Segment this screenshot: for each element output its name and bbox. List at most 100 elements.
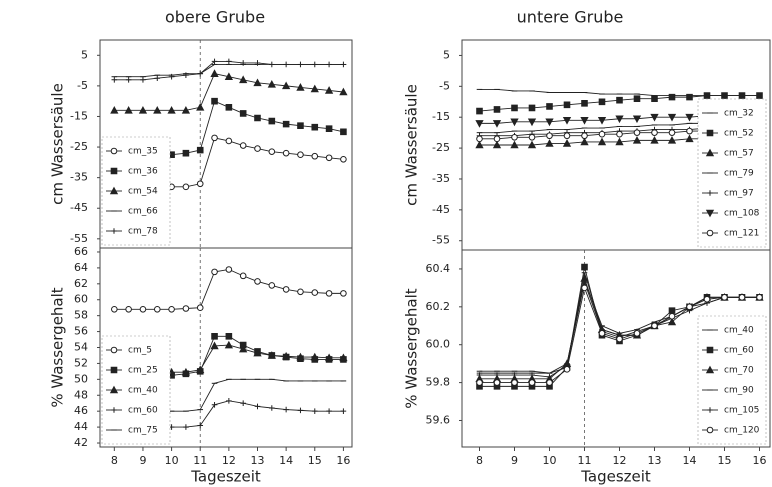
data-point — [340, 408, 347, 414]
data-point — [562, 139, 572, 147]
y-tick-label: -5 — [77, 79, 88, 92]
data-point — [616, 130, 623, 138]
data-point — [211, 268, 218, 276]
y-axis-label: % Wassergehalt — [403, 288, 421, 408]
series-line — [479, 122, 707, 134]
data-point — [756, 294, 763, 301]
data-point — [340, 128, 347, 136]
x-tick-label: 13 — [251, 454, 265, 467]
y-tick-label: 59.6 — [426, 413, 451, 426]
plot-frame — [461, 249, 771, 448]
data-point — [492, 140, 502, 149]
data-point — [529, 372, 535, 378]
data-point — [311, 123, 319, 131]
data-point — [240, 60, 246, 66]
data-point — [297, 288, 304, 296]
data-point — [239, 75, 248, 84]
data-point — [211, 134, 218, 142]
data-point — [225, 137, 233, 145]
data-point — [254, 60, 261, 66]
legend-box — [101, 136, 171, 246]
legend-label: cm_40 — [128, 386, 158, 396]
legend-marker — [110, 366, 118, 374]
data-point — [283, 406, 289, 413]
data-point — [475, 140, 484, 149]
data-point — [527, 118, 537, 127]
y-tick-label: 62 — [74, 277, 88, 290]
y-tick-label: 60.4 — [426, 262, 451, 275]
data-point — [324, 86, 334, 94]
data-point — [651, 322, 658, 329]
data-point — [310, 352, 319, 361]
y-tick-label: 46 — [74, 404, 88, 417]
legend-label: cm_121 — [724, 229, 759, 239]
data-point — [210, 69, 219, 77]
legend-label: cm_70 — [724, 366, 754, 376]
data-point — [139, 306, 147, 313]
data-point — [528, 104, 536, 112]
data-point — [211, 58, 218, 65]
x-axis-label: Tageszeit — [580, 468, 651, 486]
data-point — [563, 366, 571, 373]
legend-marker — [110, 346, 118, 354]
data-point — [325, 125, 333, 133]
data-point — [282, 120, 290, 128]
data-point — [581, 132, 588, 139]
data-point — [253, 348, 262, 357]
legend-label: cm_40 — [724, 326, 754, 336]
x-tick-label: 11 — [578, 454, 592, 467]
data-point — [598, 330, 606, 337]
data-point — [224, 72, 234, 81]
x-tick-label: 10 — [165, 454, 179, 467]
x-tick-label: 13 — [648, 454, 662, 467]
legend-label: cm_35 — [128, 147, 158, 157]
legend-label: cm_66 — [128, 207, 158, 217]
data-point — [721, 294, 728, 301]
data-point — [311, 408, 318, 414]
data-point — [325, 154, 333, 161]
data-point — [196, 180, 204, 187]
legend-marker — [705, 365, 715, 374]
legend-marker — [109, 385, 119, 394]
data-point — [297, 122, 304, 129]
y-tick-label: 58 — [74, 309, 88, 322]
y-tick-label: 44 — [74, 420, 88, 433]
data-point — [281, 81, 291, 90]
data-point — [138, 106, 148, 114]
data-point — [632, 136, 642, 144]
data-point — [239, 142, 247, 149]
series-line — [114, 269, 344, 310]
data-point — [650, 136, 659, 144]
data-point — [615, 115, 624, 124]
data-point — [633, 330, 641, 337]
data-point — [240, 400, 246, 407]
data-point — [268, 117, 276, 125]
data-point — [580, 137, 589, 146]
data-point — [268, 148, 276, 155]
x-tick-label: 12 — [222, 454, 236, 467]
data-point — [111, 306, 118, 313]
data-point — [210, 341, 219, 350]
data-point — [580, 116, 589, 125]
data-point — [254, 114, 261, 122]
data-point — [667, 136, 677, 144]
data-point — [125, 76, 132, 83]
data-point — [651, 129, 658, 136]
data-point — [296, 352, 305, 361]
legend-label: cm_36 — [128, 167, 158, 177]
legend-label: cm_78 — [128, 227, 158, 237]
data-point — [563, 101, 571, 109]
data-point — [267, 80, 276, 88]
data-point — [685, 113, 694, 122]
data-point — [254, 278, 261, 285]
series-line — [479, 115, 708, 124]
data-point — [296, 83, 305, 91]
data-point — [668, 307, 676, 314]
legend-marker — [706, 426, 714, 434]
y-tick-label: -35 — [70, 171, 88, 184]
series-line — [479, 88, 760, 97]
legend-marker — [706, 129, 714, 137]
legend-marker — [705, 209, 715, 218]
y-axis-label: cm Wassersäule — [49, 83, 67, 205]
data-point — [283, 61, 289, 68]
